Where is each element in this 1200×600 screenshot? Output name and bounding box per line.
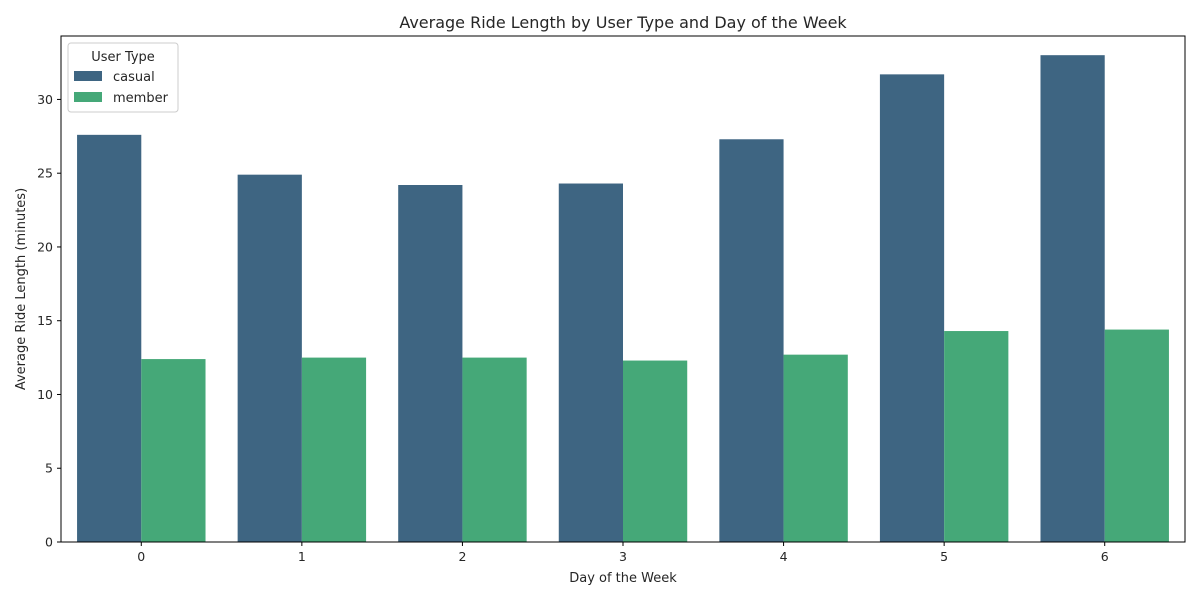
x-axis-label: Day of the Week <box>569 571 677 586</box>
y-axis-label: Average Ride Length (minutes) <box>14 188 29 390</box>
bars-layer <box>77 55 1169 543</box>
bar-casual-day-3 <box>558 183 623 542</box>
x-tick-label: 6 <box>1101 549 1109 564</box>
x-tick-label: 0 <box>137 549 145 564</box>
legend-swatch-casual <box>74 71 102 81</box>
bar-casual-day-6 <box>1040 55 1105 543</box>
x-tick-label: 1 <box>298 549 306 564</box>
plot-frame <box>60 35 1186 543</box>
legend-swatch-member <box>74 92 102 102</box>
bar-member-day-4 <box>783 354 848 542</box>
x-tick-label: 2 <box>458 549 466 564</box>
bar-casual-day-0 <box>77 134 142 542</box>
bar-member-day-3 <box>623 360 688 542</box>
y-axis: 0 5 10 15 20 25 30 <box>37 92 61 550</box>
y-tick-label: 5 <box>45 461 53 476</box>
bar-member-day-6 <box>1104 329 1169 542</box>
legend-title: User Type <box>91 50 155 65</box>
bar-casual-day-1 <box>237 174 302 543</box>
y-tick-label: 15 <box>37 313 53 328</box>
y-tick-label: 30 <box>37 92 53 107</box>
legend-label-casual: casual <box>113 70 155 85</box>
legend-entries: casual member <box>74 70 169 106</box>
x-tick-label: 3 <box>619 549 627 564</box>
y-tick-label: 25 <box>37 166 53 181</box>
bar-member-day-0 <box>141 359 206 542</box>
bar-casual-day-5 <box>879 74 945 543</box>
bar-member-day-1 <box>301 357 367 542</box>
y-tick-label: 10 <box>37 387 53 402</box>
x-axis: 0 1 2 3 4 5 6 <box>137 542 1109 564</box>
chart-title: Average Ride Length by User Type and Day… <box>399 13 847 32</box>
x-tick-label: 4 <box>780 549 788 564</box>
y-tick-label: 20 <box>37 239 53 254</box>
legend: User Type casual member <box>67 42 179 113</box>
legend-label-member: member <box>113 91 169 106</box>
x-tick-label: 5 <box>940 549 948 564</box>
y-tick-label: 0 <box>45 535 53 550</box>
bar-casual-day-2 <box>398 185 463 542</box>
bar-member-day-2 <box>462 357 527 542</box>
bar-casual-day-4 <box>719 139 784 542</box>
bar-member-day-5 <box>944 331 1009 542</box>
